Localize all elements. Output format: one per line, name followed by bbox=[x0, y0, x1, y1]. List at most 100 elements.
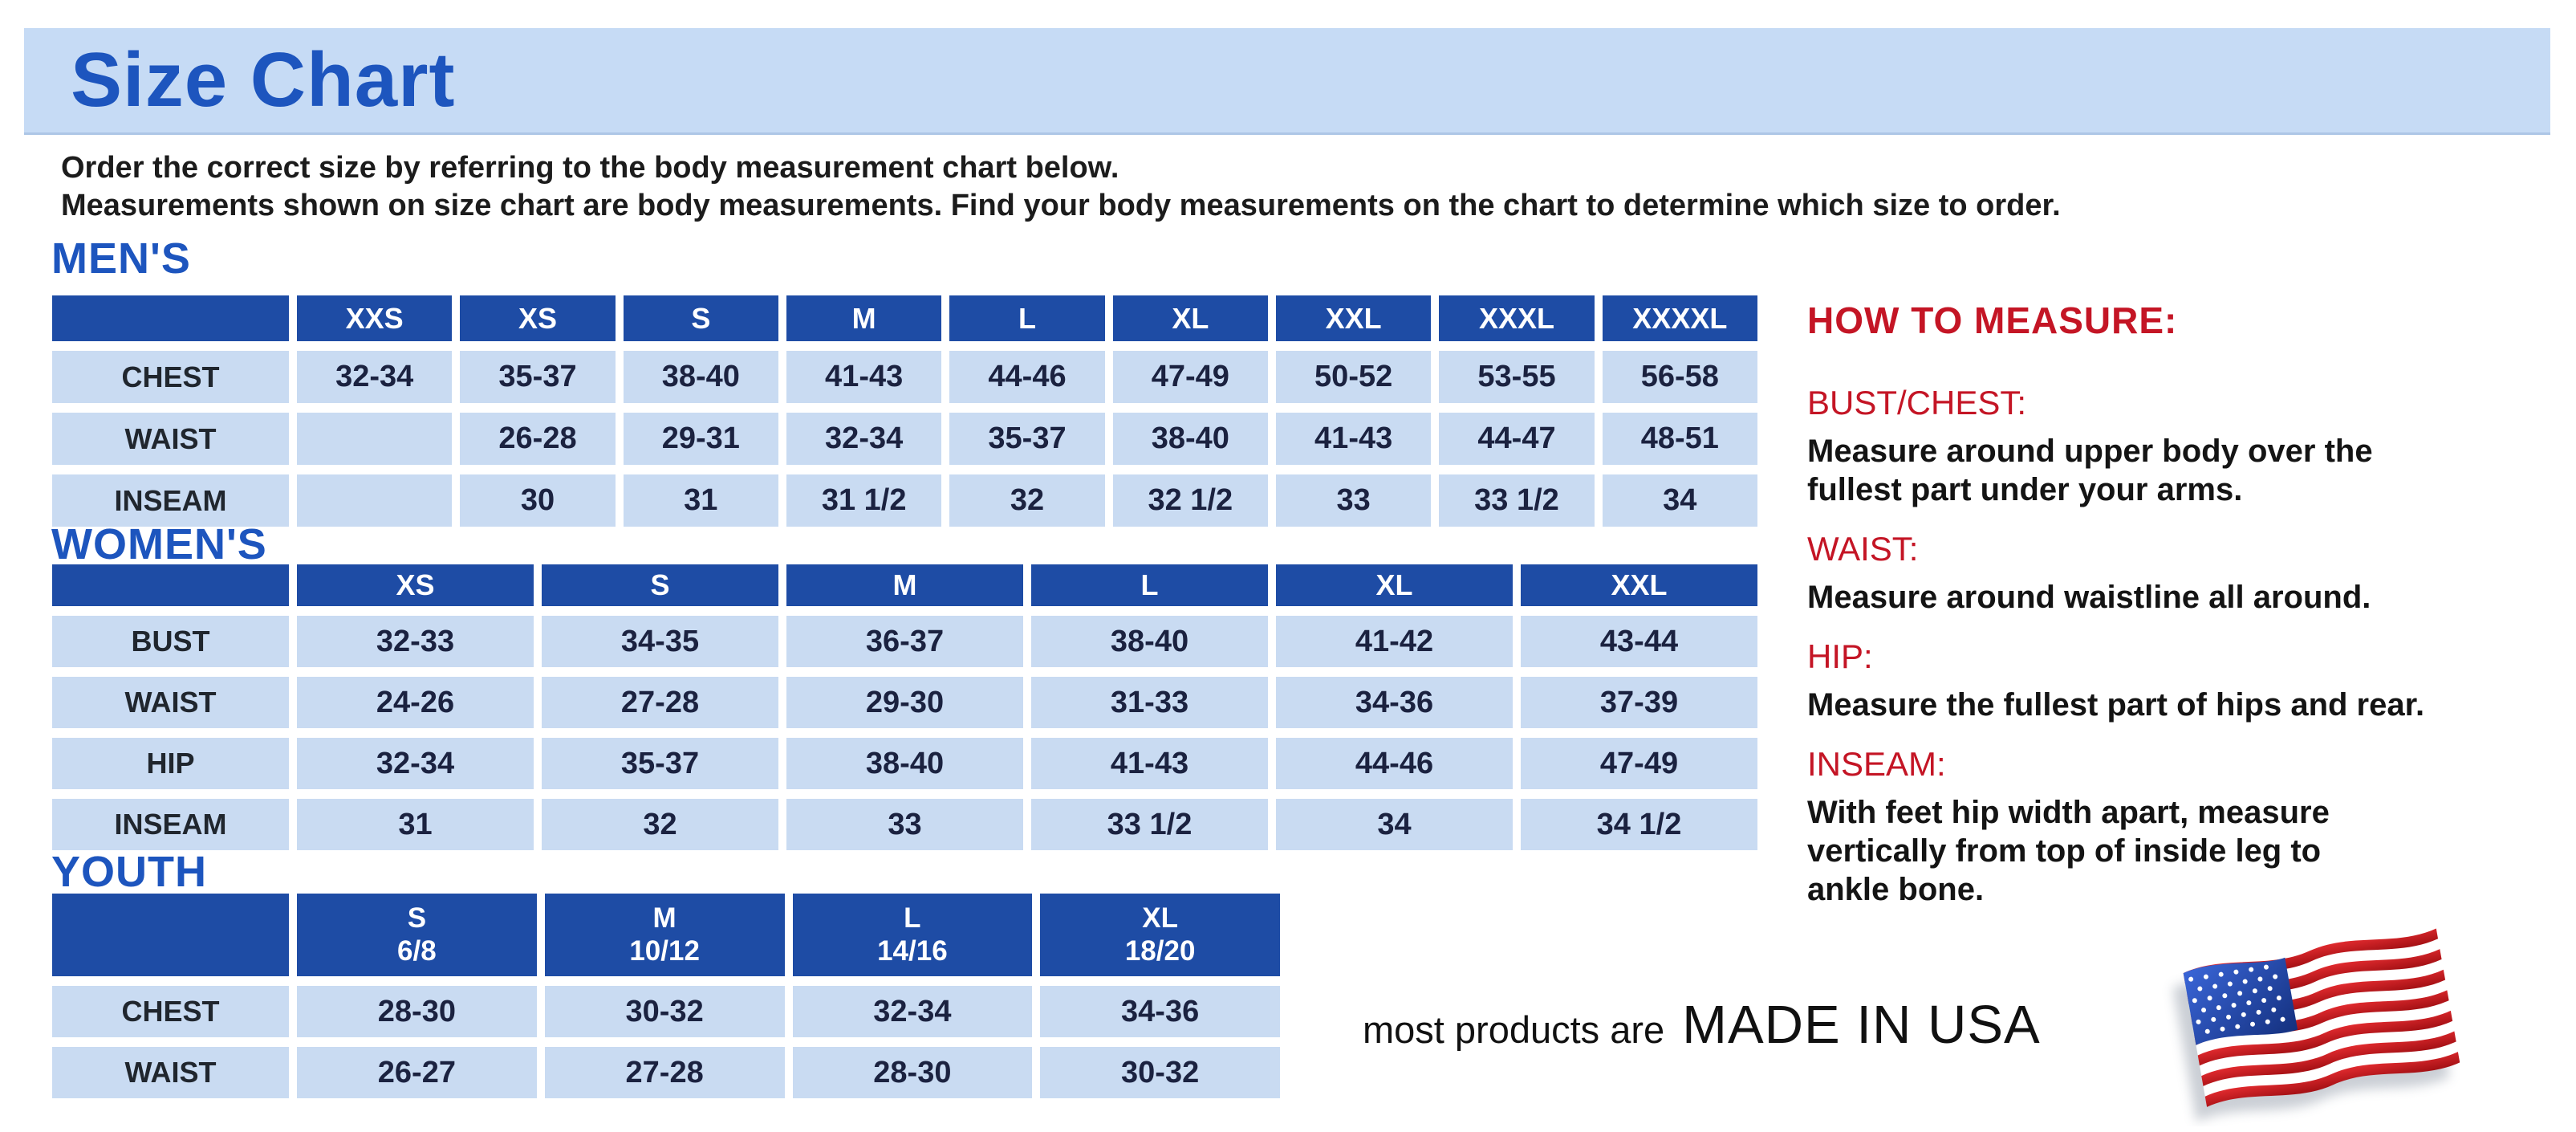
size-cell: 35-37 bbox=[460, 351, 616, 403]
size-cell: 31 bbox=[297, 799, 534, 850]
corner-cell bbox=[52, 894, 289, 976]
size-cell: 31-33 bbox=[1031, 677, 1268, 728]
measure-text-waist: Measure around waistline all around. bbox=[1807, 580, 2371, 615]
mens-size-table: XXS XS S M L XL XXL XXXL XXXXL CHEST 32-34 35-37 38-… bbox=[52, 295, 1757, 527]
flag-stars bbox=[2188, 964, 2285, 1034]
how-to-measure-heading: HOW TO MEASURE: bbox=[1807, 299, 2178, 341]
size-cell: 33 bbox=[786, 799, 1023, 850]
size-cell: 35-37 bbox=[542, 738, 778, 789]
measure-text-bust-chest: Measure around upper body over the fulle… bbox=[1807, 434, 2373, 507]
measure-label-hip: HIP: bbox=[1807, 637, 1873, 675]
size-cell: 32-33 bbox=[297, 616, 534, 667]
row-label: INSEAM bbox=[52, 799, 289, 850]
size-cell: 56-58 bbox=[1602, 351, 1757, 403]
row-label: WAIST bbox=[52, 413, 289, 465]
size-cell: 29-30 bbox=[786, 677, 1023, 728]
made-in-usa-prefix: most products are bbox=[1363, 1008, 1665, 1051]
column-header: S bbox=[542, 564, 778, 606]
intro-line-2: Measurements shown on size chart are bod… bbox=[61, 189, 2061, 223]
us-flag-icon bbox=[2172, 928, 2460, 1122]
section-heading-youth: YOUTH bbox=[51, 848, 207, 896]
size-cell: 29-31 bbox=[623, 413, 778, 465]
size-cell: 27-28 bbox=[542, 677, 778, 728]
size-cell: 34 bbox=[1276, 799, 1513, 850]
column-header: XL bbox=[1112, 295, 1268, 341]
size-cell: 28-30 bbox=[792, 1047, 1033, 1098]
row-label: CHEST bbox=[52, 351, 289, 403]
size-cell: 38-40 bbox=[1031, 616, 1268, 667]
column-header: M bbox=[786, 295, 942, 341]
intro-text: Order the correct size by referring to t… bbox=[61, 149, 2061, 225]
column-header: XL bbox=[1276, 564, 1513, 606]
intro-line-1: Order the correct size by referring to t… bbox=[61, 151, 1119, 185]
size-cell: 32 bbox=[542, 799, 778, 850]
corner-cell bbox=[52, 295, 289, 341]
size-cell: 33 bbox=[1275, 474, 1432, 527]
size-cell: 32-34 bbox=[786, 413, 942, 465]
column-header: M bbox=[786, 564, 1023, 606]
size-cell: 38-40 bbox=[623, 351, 778, 403]
size-cell: 32 bbox=[949, 474, 1105, 527]
column-header: XXXL bbox=[1439, 295, 1595, 341]
size-cell: 34-35 bbox=[542, 616, 778, 667]
column-header: XXL bbox=[1521, 564, 1757, 606]
measure-label-inseam: INSEAM: bbox=[1807, 745, 1946, 783]
section-heading-mens: MEN'S bbox=[51, 234, 191, 283]
size-cell: 35-37 bbox=[949, 413, 1105, 465]
size-cell: 32-34 bbox=[792, 986, 1033, 1037]
column-header: XS bbox=[297, 564, 534, 606]
size-cell: 41-42 bbox=[1276, 616, 1513, 667]
row-label: BUST bbox=[52, 616, 289, 667]
size-cell: 47-49 bbox=[1521, 738, 1757, 789]
row-label: WAIST bbox=[52, 1047, 289, 1098]
size-cell: 44-47 bbox=[1439, 413, 1595, 465]
column-header: XS bbox=[460, 295, 616, 341]
size-cell: 32-34 bbox=[297, 351, 453, 403]
size-cell: 41-43 bbox=[786, 351, 942, 403]
size-cell: 30 bbox=[460, 474, 616, 527]
column-header: XL 18/20 bbox=[1040, 894, 1280, 976]
column-header: S bbox=[623, 295, 778, 341]
size-cell: 34-36 bbox=[1276, 677, 1513, 728]
size-cell: 33 1/2 bbox=[1439, 474, 1595, 527]
row-label: CHEST bbox=[52, 986, 289, 1037]
made-in-usa-text: MADE IN USA bbox=[1682, 995, 2041, 1055]
size-cell: 44-46 bbox=[949, 351, 1105, 403]
size-cell: 33 1/2 bbox=[1031, 799, 1268, 850]
size-cell: 38-40 bbox=[1112, 413, 1268, 465]
column-header: L bbox=[1031, 564, 1268, 606]
womens-size-table: XS S M L XL XXL BUST 32-33 34-35 36-37 38-40 41-42 4… bbox=[52, 564, 1757, 850]
measure-label-waist: WAIST: bbox=[1807, 530, 1919, 568]
column-header: S 6/8 bbox=[297, 894, 537, 976]
size-cell: 41-43 bbox=[1031, 738, 1268, 789]
size-cell: 31 1/2 bbox=[786, 474, 942, 527]
size-cell: 41-43 bbox=[1275, 413, 1432, 465]
page-title: Size Chart bbox=[71, 37, 456, 123]
size-cell bbox=[297, 413, 453, 465]
column-header: XXXXL bbox=[1602, 295, 1757, 341]
row-label: HIP bbox=[52, 738, 289, 789]
size-cell: 47-49 bbox=[1112, 351, 1268, 403]
made-in-usa-line: most products are MADE IN USA bbox=[1363, 994, 2041, 1056]
column-header: M 10/12 bbox=[544, 894, 785, 976]
size-cell: 27-28 bbox=[544, 1047, 785, 1098]
size-cell: 26-28 bbox=[460, 413, 616, 465]
size-cell: 44-46 bbox=[1276, 738, 1513, 789]
column-header: L bbox=[949, 295, 1105, 341]
size-cell: 28-30 bbox=[297, 986, 537, 1037]
size-cell: 32-34 bbox=[297, 738, 534, 789]
size-cell: 38-40 bbox=[786, 738, 1023, 789]
corner-cell bbox=[52, 564, 289, 606]
size-cell: 53-55 bbox=[1439, 351, 1595, 403]
size-cell: 48-51 bbox=[1602, 413, 1757, 465]
size-cell: 50-52 bbox=[1275, 351, 1432, 403]
row-label: WAIST bbox=[52, 677, 289, 728]
size-cell: 34 bbox=[1602, 474, 1757, 527]
measure-text-hip: Measure the fullest part of hips and rea… bbox=[1807, 687, 2425, 723]
size-cell: 30-32 bbox=[1040, 1047, 1280, 1098]
column-header: XXL bbox=[1275, 295, 1432, 341]
row-label: INSEAM bbox=[52, 474, 289, 527]
size-cell: 30-32 bbox=[544, 986, 785, 1037]
size-cell bbox=[297, 474, 453, 527]
